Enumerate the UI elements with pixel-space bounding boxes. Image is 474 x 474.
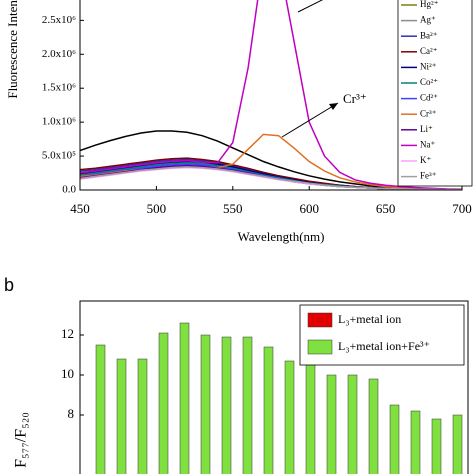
y-tick-label: 1.5x10⁶ xyxy=(42,82,76,94)
legend-label: Li⁺ xyxy=(420,124,433,134)
y-tick-label: 2.5x10⁶ xyxy=(42,14,76,26)
x-axis-label: Wavelength(nm) xyxy=(237,229,324,244)
legend-label: L₃+metal ion+Fe³⁺ xyxy=(338,339,430,353)
legend-label: Cd²⁺ xyxy=(420,93,438,103)
legend: L₃+metal ion L₃+metal ion+Fe³⁺ xyxy=(299,304,465,366)
y-tick-label: 1.0x10⁶ xyxy=(42,116,76,128)
y-axis-label: Fluorescence Intensity xyxy=(5,0,20,99)
panel-label: b xyxy=(4,275,14,295)
bar xyxy=(452,414,463,474)
bar xyxy=(137,358,148,474)
bar xyxy=(347,374,358,474)
legend-label: Cr³⁺ xyxy=(420,108,437,118)
legend-label: Hg²⁺ xyxy=(420,0,439,9)
annotation-arrow xyxy=(281,102,339,138)
legend-label: K⁺ xyxy=(420,155,431,165)
legend-label: Fe³⁺ xyxy=(420,171,437,181)
bar xyxy=(305,362,316,474)
bar xyxy=(368,378,379,474)
y-tick-label: 10 xyxy=(61,366,74,381)
plot-lines xyxy=(80,0,462,190)
y-tick-label: 12 xyxy=(61,326,74,341)
arrow-head xyxy=(329,103,338,110)
bar xyxy=(410,410,421,474)
legend-label: L₃+metal ion xyxy=(338,312,401,326)
bar xyxy=(389,404,400,474)
y-tick-label: 8 xyxy=(68,406,75,421)
legend-label: Ca²⁺ xyxy=(420,46,438,56)
legend-swatch xyxy=(307,312,333,328)
x-tick-label: 450 xyxy=(70,201,90,216)
y-tick-label: 2.0x10⁶ xyxy=(42,48,76,60)
x-tick-label: 700 xyxy=(452,201,472,216)
bar xyxy=(284,360,295,474)
plot-frame xyxy=(79,300,469,474)
y-tick-label: 5.0x10⁵ xyxy=(42,150,76,162)
legend-label: Ag⁺ xyxy=(420,15,436,25)
bar xyxy=(431,418,442,474)
legend-label: Co²⁺ xyxy=(420,77,438,87)
panel-a: 0.0 5.0x10⁵ 1.0x10⁶ 1.5x10⁶ 2.0x10⁶ 2.5x10⁶ 45… xyxy=(5,0,473,244)
bar xyxy=(116,358,127,474)
x-tick-label: 650 xyxy=(376,201,396,216)
y-axis-label: F₅₇₇/F₅₂₀ xyxy=(13,412,30,468)
bar xyxy=(221,336,232,474)
spectrum-line xyxy=(80,166,462,190)
x-tick-label: 600 xyxy=(299,201,319,216)
bar xyxy=(179,322,190,474)
legend-label: Na⁺ xyxy=(420,139,435,149)
bar xyxy=(263,346,274,474)
legend-label: Ba²⁺ xyxy=(420,30,438,40)
bar xyxy=(326,374,337,474)
bar xyxy=(200,334,211,474)
annotation-arrow xyxy=(297,0,324,13)
bar xyxy=(158,332,169,474)
y-tick-label: 0.0 xyxy=(62,184,76,196)
legend: Hg²⁺ Ag⁺ Ba²⁺ Ca²⁺ Ni²⁺ Co²⁺ Cd²⁺ Cr³⁺ Li⁺ Na⁺ K⁺ F… xyxy=(397,0,473,187)
legend-box xyxy=(397,0,473,187)
panel-b: b 8 10 12 F₅₇₇/F₅₂₀ L₃+metal ion L₃+metal ion+… xyxy=(4,275,469,474)
x-tick-label: 550 xyxy=(223,201,243,216)
x-tick-label: 500 xyxy=(147,201,167,216)
legend-label: Ni²⁺ xyxy=(420,61,437,71)
bar xyxy=(242,336,253,474)
annotation: Cr³⁺ xyxy=(343,91,367,106)
bar xyxy=(95,344,106,474)
legend-swatch xyxy=(307,339,333,355)
